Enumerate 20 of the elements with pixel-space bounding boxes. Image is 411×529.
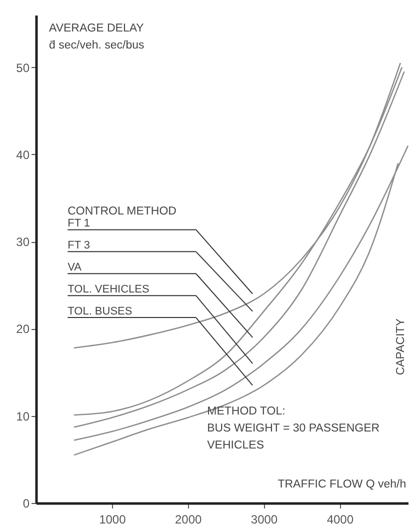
y-tick-label: 20 xyxy=(16,322,30,336)
x-tick-label: 3000 xyxy=(250,512,278,526)
y-tick-label: 30 xyxy=(16,235,30,250)
x-tick-label: 4000 xyxy=(326,512,354,526)
y-tick-label: 50 xyxy=(16,60,30,75)
annotation: METHOD TOL: BUS WEIGHT = 30 PASSENGER VEHICLES xyxy=(207,405,380,452)
text: TOL. VEHICLES xyxy=(68,284,150,296)
y-axis-title: AVERAGE DELAY d̄ sec/veh. sec/bus xyxy=(49,22,145,52)
text: VA xyxy=(68,262,82,274)
x-tick-label: 2000 xyxy=(174,512,202,526)
annotation: CAPACITY xyxy=(395,318,408,376)
x-tick-label: 1000 xyxy=(99,512,126,526)
y-tick-label: 40 xyxy=(16,148,30,162)
text: FT 3 xyxy=(68,240,90,252)
y-tick-label: 10 xyxy=(16,409,30,424)
y-tick-label: 0 xyxy=(22,496,30,510)
text: TOL. BUSES xyxy=(68,306,132,318)
x-axis-title: TRAFFIC FLOW Q veh/h xyxy=(278,478,406,491)
legend-title: CONTROL METHOD xyxy=(68,205,176,218)
text: FT 1 xyxy=(68,218,90,230)
